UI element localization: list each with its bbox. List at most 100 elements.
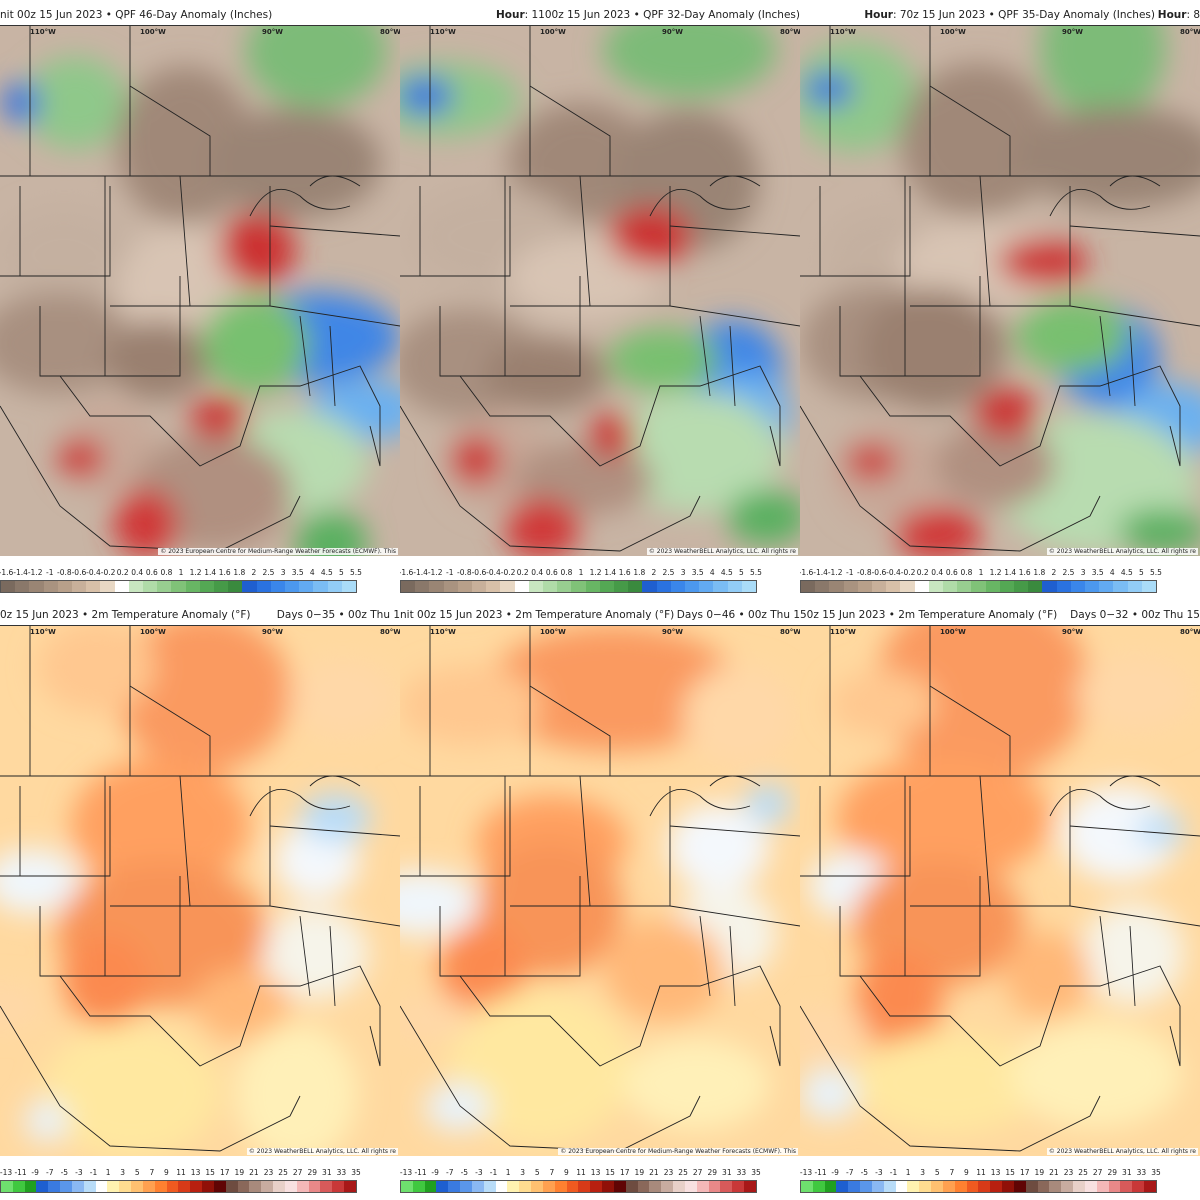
map-canvas xyxy=(800,26,1200,556)
colorbar-tick-label: 11 xyxy=(976,1168,986,1177)
colorbar-swatch xyxy=(744,1181,756,1192)
state-borders xyxy=(800,26,1200,552)
anomaly-region xyxy=(1015,297,1130,374)
colorbar: -1.6 -1.4 -1.2 -1 -0.8 -0.6 -0.4 -0.2 0.2 0.4 0.6 0… xyxy=(0,568,400,598)
anomaly-region xyxy=(400,870,480,936)
colorbar-swatch xyxy=(1070,581,1086,592)
colorbar-tick-label: 7 xyxy=(149,1168,155,1177)
colorbar-swatch xyxy=(284,1181,297,1192)
anomaly-region xyxy=(513,442,654,516)
colorbar-swatch xyxy=(872,581,887,592)
map-panel-t2m-46: nit 00z 15 Jun 2023 • 2m Temperature Ano… xyxy=(400,600,800,1200)
anomaly-map: 110°W 100°W 90°W 80°W © 2023 WeatherBELL… xyxy=(800,625,1200,1156)
colorbar-swatch xyxy=(415,581,430,592)
anomaly-region xyxy=(452,435,501,485)
map-canvas xyxy=(400,626,800,1156)
colorbar-tick-label: 3.5 xyxy=(691,568,704,577)
panel-header: nit 00z 15 Jun 2023 • QPF 46-Day Anomaly… xyxy=(0,9,400,25)
colorbar-tick-label: 23 xyxy=(1063,1168,1074,1177)
colorbar-swatch xyxy=(142,1181,155,1192)
anomaly-region xyxy=(0,205,133,305)
anomaly-region xyxy=(1135,814,1186,846)
panel-header: nit 00z 15 Jun 2023 • 2m Temperature Ano… xyxy=(400,609,800,625)
map-canvas xyxy=(400,26,800,556)
colorbar-tick-label: -11 xyxy=(14,1168,27,1177)
colorbar-tick-label: 1 xyxy=(905,1168,911,1177)
anomaly-region xyxy=(1118,508,1200,553)
colorbar-swatch xyxy=(628,581,643,592)
colorbar-swatch xyxy=(1127,581,1142,592)
colorbar-tick-label: 3 xyxy=(680,568,686,577)
lon-label: 90°W xyxy=(262,28,283,36)
colorbar-swatch xyxy=(585,581,600,592)
anomaly-region xyxy=(836,756,1051,882)
lon-label: 90°W xyxy=(262,628,283,636)
anomaly-region xyxy=(745,783,791,825)
header-right-text: Days 0−35 • 00z Thu 1 xyxy=(276,609,400,621)
colorbar-tick-label: 0.8 xyxy=(960,568,973,577)
colorbar-swatch xyxy=(699,581,714,592)
colorbar-swatch xyxy=(29,581,44,592)
lon-label: 110°W xyxy=(830,28,856,36)
colorbar-tick-label: 1.8 xyxy=(633,568,646,577)
colorbar-tick-label: 29 xyxy=(707,1168,718,1177)
anomaly-field xyxy=(0,626,397,1156)
colorbar-tick-label: 1 xyxy=(505,1168,511,1177)
colorbar-tick-label: 0.2 xyxy=(516,568,529,577)
colorbar-swatch xyxy=(557,581,572,592)
colorbar-tick-label: 1.2 xyxy=(989,568,1002,577)
anomaly-region xyxy=(876,626,1090,781)
colorbar-swatch xyxy=(514,581,529,592)
colorbar-swatch xyxy=(190,1181,203,1192)
colorbar-swatch xyxy=(157,581,172,592)
colorbar-tick-label: 1.2 xyxy=(189,568,202,577)
lon-label: 80°W xyxy=(780,628,800,636)
lon-label: 110°W xyxy=(430,628,456,636)
colorbar-tick-label: 21 xyxy=(649,1168,659,1177)
colorbar-tick-label: -5 xyxy=(60,1168,69,1177)
colorbar-tick-label: 5 xyxy=(934,1168,940,1177)
colorbar-tick-label: 0.8 xyxy=(560,568,573,577)
colorbar-swatch xyxy=(613,1181,626,1192)
header-hour-label: Hour xyxy=(1157,9,1187,21)
anomaly-region xyxy=(998,238,1088,286)
colorbar-tick-label: 4.5 xyxy=(720,568,733,577)
colorbar-swatch xyxy=(460,1181,472,1192)
anomaly-region xyxy=(486,626,741,752)
anomaly-region xyxy=(37,626,156,714)
anomaly-map: 110°W 100°W 90°W 80°W © 2023 WeatherBELL… xyxy=(400,25,800,556)
colorbar-tick-label: -3 xyxy=(475,1168,483,1177)
colorbar-swatch xyxy=(100,581,115,592)
colorbar-swatch xyxy=(72,581,87,592)
colorbar-swatch xyxy=(401,1181,413,1192)
colorbar-tick-label: 9 xyxy=(564,1168,569,1177)
colorbar-tick-label: 21 xyxy=(1049,1168,1059,1177)
colorbar-swatch xyxy=(985,581,1000,592)
colorbar-tick-label: 2 xyxy=(651,568,657,577)
anomaly-region xyxy=(1011,1021,1182,1129)
colorbar-tick-label: -0.2 xyxy=(500,568,516,577)
map-panel-t2m-35: 0z 15 Jun 2023 • 2m Temperature Anomaly … xyxy=(0,600,400,1200)
copyright-credit: © 2023 WeatherBELL Analytics, LLC. All r… xyxy=(1046,548,1198,555)
anomaly-region xyxy=(975,387,1037,438)
colorbar-tick-label: -1.6 xyxy=(400,568,414,577)
colorbar-swatch xyxy=(571,581,586,592)
anomaly-region xyxy=(194,969,291,1041)
colorbar-tick-label: -9 xyxy=(831,1168,839,1177)
colorbar-tick-label: -5 xyxy=(460,1168,469,1177)
colorbar-tick-label: 5.5 xyxy=(750,568,762,577)
colorbar-swatches xyxy=(0,1180,357,1193)
lon-label: 80°W xyxy=(380,28,400,36)
colorbar-tick-label: -0.2 xyxy=(900,568,916,577)
anomaly-region xyxy=(400,996,476,1041)
anomaly-region xyxy=(113,488,178,556)
colorbar-swatch xyxy=(886,581,901,592)
colorbar-tick-label: 5 xyxy=(339,568,344,577)
colorbar-tick-label: 9 xyxy=(964,1168,969,1177)
anomaly-region xyxy=(805,73,853,106)
anomaly-region xyxy=(210,108,382,219)
lon-label: 90°W xyxy=(662,28,683,36)
colorbar-tick-label: -1 xyxy=(446,568,454,577)
colorbar-swatch xyxy=(637,1181,650,1192)
colorbar-swatch xyxy=(256,581,271,592)
